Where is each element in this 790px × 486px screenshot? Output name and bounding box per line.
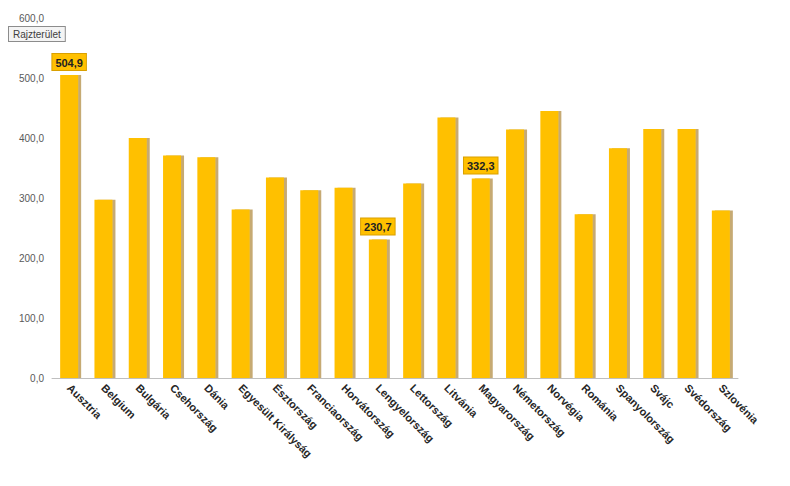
svg-text:Svédország: Svédország: [682, 381, 735, 434]
svg-text:500,0: 500,0: [19, 73, 44, 84]
svg-text:Észtország: Észtország: [270, 381, 321, 432]
svg-text:600,0: 600,0: [19, 13, 44, 24]
svg-text:Rajzterület: Rajzterület: [13, 29, 61, 40]
svg-text:Dánia: Dánia: [202, 382, 232, 412]
svg-text:Csehország: Csehország: [167, 381, 221, 435]
svg-text:504,9: 504,9: [55, 57, 83, 69]
svg-text:Németország: Németország: [510, 381, 569, 439]
svg-text:Spanyolország: Spanyolország: [614, 382, 678, 446]
svg-text:Ausztria: Ausztria: [65, 382, 105, 422]
svg-text:332,3: 332,3: [467, 160, 495, 172]
svg-text:Svájc: Svájc: [648, 382, 677, 411]
svg-text:Horvátország: Horvátország: [339, 381, 398, 440]
svg-text:Belgium: Belgium: [99, 382, 138, 421]
svg-text:0,0: 0,0: [30, 373, 44, 384]
svg-text:Norvégia: Norvégia: [545, 381, 587, 424]
svg-text:Litvánia: Litvánia: [442, 382, 480, 420]
svg-text:Franciaország: Franciaország: [305, 381, 367, 443]
svg-text:Egyesült Királyság: Egyesült Királyság: [236, 381, 315, 460]
svg-text:Szlovénia: Szlovénia: [717, 382, 762, 427]
svg-text:Románia: Románia: [579, 381, 621, 423]
svg-text:230,7: 230,7: [364, 221, 392, 233]
svg-text:200,0: 200,0: [19, 253, 44, 264]
svg-text:400,0: 400,0: [19, 133, 44, 144]
svg-text:Lengyelország: Lengyelország: [373, 381, 437, 445]
svg-text:Magyarország: Magyarország: [476, 381, 538, 443]
svg-text:100,0: 100,0: [19, 313, 44, 324]
svg-text:Bulgária: Bulgária: [134, 382, 174, 422]
svg-text:Lettország: Lettország: [407, 381, 456, 430]
svg-text:300,0: 300,0: [19, 193, 44, 204]
